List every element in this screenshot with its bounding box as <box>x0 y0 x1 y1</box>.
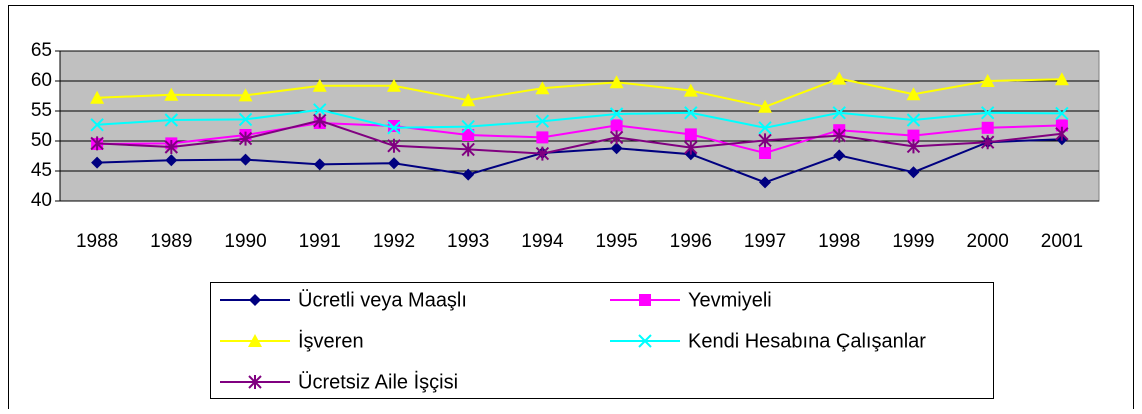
marker <box>906 113 921 127</box>
marker <box>609 107 624 121</box>
marker <box>387 120 400 132</box>
legend-marker <box>249 294 261 306</box>
marker <box>164 140 179 154</box>
marker <box>832 128 846 143</box>
marker <box>684 128 697 141</box>
marker <box>832 106 846 120</box>
y-tick-label: 65 <box>31 40 52 61</box>
marker <box>758 121 772 135</box>
marker <box>165 154 178 167</box>
marker <box>981 121 994 134</box>
x-tick-label: 1997 <box>744 231 786 252</box>
legend <box>210 282 994 399</box>
marker <box>164 113 179 127</box>
plot-area <box>59 50 1100 202</box>
marker <box>386 78 401 92</box>
marker <box>313 103 327 117</box>
series-line <box>97 119 1063 155</box>
y-tick-label: 45 <box>31 160 52 181</box>
marker <box>461 119 475 134</box>
marker <box>980 106 995 120</box>
series-line <box>97 121 1062 155</box>
marker <box>609 130 624 145</box>
marker <box>90 118 104 132</box>
legend-label: Yevmiyeli <box>688 289 772 311</box>
marker <box>313 158 326 171</box>
y-tick-label: 55 <box>31 100 52 121</box>
marker <box>462 129 475 141</box>
legend-label: Ücretsiz Aile İşçisi <box>298 370 458 393</box>
marker <box>535 114 550 128</box>
series-line <box>97 138 1062 184</box>
legend-marker <box>248 334 262 347</box>
x-tick-label: 1993 <box>447 231 489 252</box>
marker <box>833 149 846 162</box>
marker <box>91 156 104 169</box>
x-tick-label: 1988 <box>76 231 118 252</box>
marker <box>387 157 400 170</box>
marker <box>758 99 773 113</box>
marker <box>980 74 995 87</box>
legend-marker <box>639 294 651 306</box>
x-tick-label: 2001 <box>1041 231 1083 252</box>
marker <box>387 121 401 135</box>
x-tick-label: 1989 <box>150 231 192 252</box>
marker <box>387 138 401 153</box>
marker <box>536 131 549 144</box>
x-tick-label: 1990 <box>224 231 266 252</box>
marker <box>980 135 995 150</box>
x-tick-label: 1999 <box>892 231 934 252</box>
x-tick-label: 1992 <box>373 231 415 252</box>
marker <box>759 176 772 189</box>
marker <box>610 142 623 155</box>
marker <box>907 166 920 179</box>
marker <box>906 139 921 154</box>
marker <box>312 78 327 92</box>
series-line <box>97 77 1062 108</box>
marker <box>238 88 253 102</box>
marker <box>90 90 105 104</box>
marker <box>535 146 550 161</box>
marker <box>906 87 921 101</box>
legend-label: Ücretli veya Maaşlı <box>298 289 467 311</box>
y-tick-label: 40 <box>31 190 52 211</box>
x-tick-label: 1996 <box>670 231 712 252</box>
marker <box>238 112 253 127</box>
marker <box>90 136 104 151</box>
legend-marker <box>638 334 652 348</box>
marker <box>239 153 252 166</box>
marker <box>164 87 179 101</box>
legend-marker <box>248 375 262 389</box>
x-tick-label: 2000 <box>967 231 1009 252</box>
marker <box>238 131 253 146</box>
y-tick-label: 50 <box>31 130 52 151</box>
marker <box>535 81 550 95</box>
legend-label: İşveren <box>298 329 364 352</box>
marker <box>461 142 475 157</box>
y-tick-label: 60 <box>31 70 52 91</box>
x-tick-label: 1998 <box>818 231 860 252</box>
marker <box>1055 126 1069 141</box>
marker <box>759 147 772 159</box>
x-tick-label: 1991 <box>299 231 341 252</box>
marker <box>610 119 623 132</box>
x-tick-label: 1994 <box>521 231 564 252</box>
marker <box>907 129 920 142</box>
marker <box>313 113 327 128</box>
marker <box>684 140 698 155</box>
marker <box>832 71 847 85</box>
marker <box>684 106 698 120</box>
marker <box>1055 106 1069 121</box>
marker <box>461 93 476 107</box>
marker <box>1055 119 1068 132</box>
marker <box>683 83 698 97</box>
x-tick-label: 1995 <box>595 231 637 252</box>
marker <box>462 168 475 181</box>
series-line <box>97 108 1062 129</box>
marker <box>609 75 624 89</box>
legend-label: Kendi Hesabına Çalışanlar <box>688 330 926 352</box>
marker <box>1054 72 1069 86</box>
marker <box>758 133 772 148</box>
